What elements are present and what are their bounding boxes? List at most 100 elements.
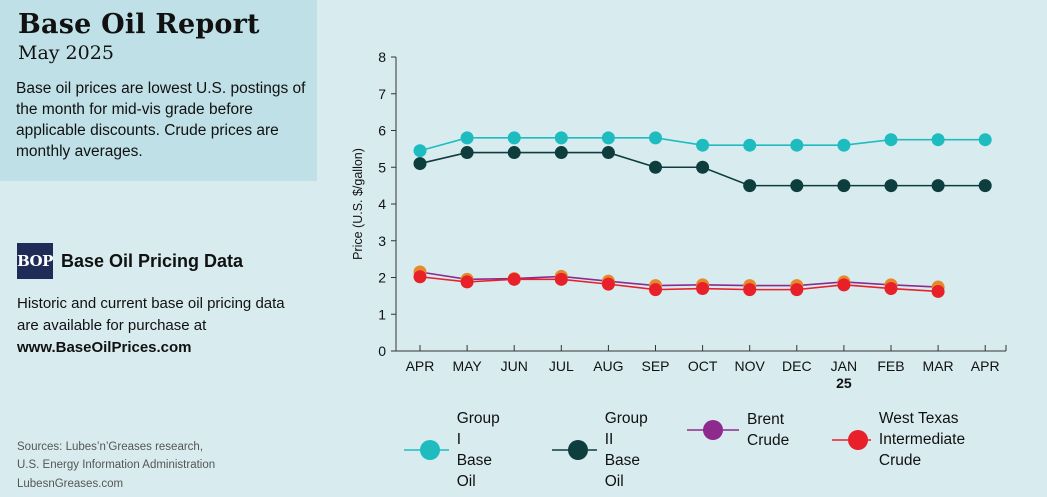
sources-line-1: Sources: Lubes’n’Greases research, <box>17 441 204 453</box>
y-tick-label: 1 <box>378 306 386 322</box>
series-0-point <box>554 131 568 145</box>
legend-swatch <box>404 440 449 460</box>
series-1-point <box>507 146 521 160</box>
series-3-point <box>507 272 521 286</box>
series-0-point <box>507 131 521 145</box>
series-3-point <box>601 277 615 291</box>
info-panel: Base Oil Report May 2025 Base oil prices… <box>0 0 318 497</box>
x-tick-label: APR <box>971 358 1000 374</box>
legend-label: Brent Crude <box>747 409 789 451</box>
legend-item: West Texas Intermediate Crude <box>832 408 978 471</box>
series-1-point <box>743 179 757 193</box>
legend-label: Group I Base Oil <box>457 408 507 492</box>
legend-label-line-1: Brent <box>747 411 785 428</box>
y-tick-label: 3 <box>378 233 386 249</box>
series-1-point <box>554 146 568 160</box>
legend-swatch <box>552 440 597 460</box>
series-0-point <box>978 133 992 147</box>
x-tick-label: SEP <box>641 358 669 374</box>
series-line-2 <box>419 271 939 288</box>
x-tick-label: APR <box>406 358 435 374</box>
series-1-point <box>978 179 992 193</box>
legend-label-line-1: West Texas <box>878 410 959 427</box>
legend-item: Group I Base Oil <box>404 408 507 492</box>
series-0-point <box>884 133 898 147</box>
y-tick-label: 6 <box>378 123 386 139</box>
y-axis-label: Price (U.S. $/gallon) <box>351 148 365 260</box>
legend-label-line-2: Crude <box>747 432 790 449</box>
series-1-point <box>460 146 474 160</box>
series-0-point <box>601 131 615 145</box>
series-0-point <box>413 144 427 158</box>
legend-label: West Texas Intermediate Crude <box>879 408 978 471</box>
x-tick-label: DEC <box>782 358 812 374</box>
series-3-point <box>696 282 710 296</box>
legend-label: Group II Base Oil <box>605 408 655 492</box>
y-tick-label: 7 <box>378 86 386 102</box>
promo-link[interactable]: www.BaseOilPrices.com <box>17 339 192 356</box>
promo-text-block: Historic and current base oil pricing da… <box>17 293 307 359</box>
series-3-point <box>790 283 804 297</box>
legend-swatch <box>687 420 739 440</box>
series-1-point <box>696 160 710 174</box>
series-3-point <box>649 283 662 297</box>
x-tick-label: NOV <box>735 358 766 374</box>
x-tick-label: FEB <box>877 358 904 374</box>
page-title: Base Oil Report <box>18 9 260 40</box>
promo-title: Base Oil Pricing Data <box>61 250 244 271</box>
series-3-point <box>884 282 898 296</box>
series-0-point <box>460 131 474 145</box>
series-0-point <box>790 138 804 152</box>
series-0-point <box>649 131 662 145</box>
legend-label-line-1: Group II <box>604 410 648 448</box>
legend-item: Group II Base Oil <box>552 408 655 492</box>
x-tick-label: JAN <box>831 358 857 374</box>
legend-swatch <box>832 429 871 450</box>
x-tick-label: MAR <box>923 358 954 374</box>
series-1-point <box>837 179 851 193</box>
series-1-point <box>413 157 427 171</box>
series-0-point <box>837 138 851 152</box>
x-tick-label: AUG <box>593 358 623 374</box>
sources-line-2: U.S. Energy Information Administration <box>17 459 216 471</box>
series-0-point <box>931 133 945 147</box>
series-3-point <box>554 272 568 286</box>
series-3-point <box>460 275 474 289</box>
legend-label-line-2: Base Oil <box>456 452 493 490</box>
series-3-point <box>931 284 945 298</box>
series-3-point <box>743 283 757 297</box>
promo-header: BOP Base Oil Pricing Data <box>17 243 243 279</box>
legend-label-line-2: Intermediate Crude <box>878 431 966 469</box>
y-tick-label: 5 <box>378 159 386 175</box>
header-box: Base Oil Report May 2025 Base oil prices… <box>0 0 317 181</box>
y-tick-label: 4 <box>378 196 386 212</box>
series-1-point <box>649 160 662 174</box>
page-subtitle: May 2025 <box>18 42 114 64</box>
x-tick-sublabel: 25 <box>836 375 852 391</box>
series-0-point <box>743 138 757 152</box>
x-tick-label: MAY <box>452 358 482 374</box>
series-1-point <box>601 146 615 160</box>
y-tick-label: 8 <box>378 49 386 65</box>
legend-item: Brent Crude <box>687 408 789 452</box>
sources-note: Sources: Lubes’n’Greases research, U.S. … <box>17 438 215 474</box>
y-tick-label: 2 <box>378 270 386 286</box>
x-tick-label: JUN <box>501 358 528 374</box>
series-line-3 <box>419 275 939 293</box>
series-1-point <box>931 179 945 193</box>
x-tick-label: OCT <box>688 358 718 374</box>
series-3-point <box>837 278 851 292</box>
legend-label-line-1: Group I <box>456 410 500 448</box>
series-3-point <box>413 270 427 284</box>
bop-logo: BOP <box>17 243 53 279</box>
promo-text: Historic and current base oil pricing da… <box>17 295 285 334</box>
description-text: Base oil prices are lowest U.S. postings… <box>16 80 306 160</box>
series-1-point <box>790 179 804 193</box>
legend-label-line-2: Base Oil <box>604 452 641 490</box>
x-tick-label: JUL <box>549 358 574 374</box>
footer-site: LubesnGreases.com <box>17 478 124 490</box>
series-0-point <box>696 138 710 152</box>
y-tick-label: 0 <box>378 343 386 359</box>
series-1-point <box>884 179 898 193</box>
